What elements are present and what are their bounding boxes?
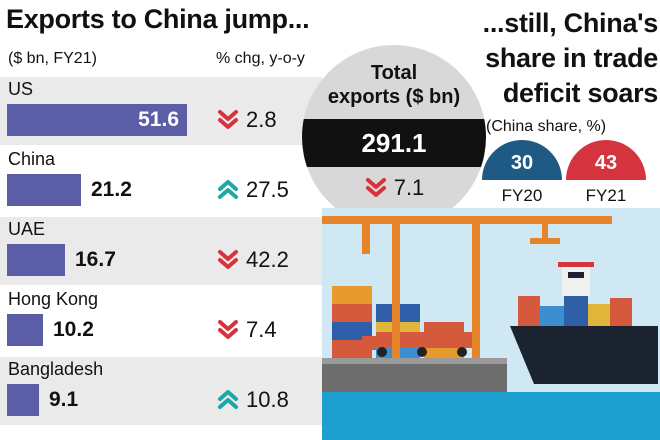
up-arrow-icon [218, 390, 238, 409]
bar [7, 174, 81, 206]
gantry-crane [322, 216, 612, 358]
left-subtitle: ($ bn, FY21) [8, 50, 97, 67]
category-label: UAE [8, 219, 46, 239]
change-value: 42.2 [246, 247, 289, 272]
total-exports-value: 291.1 [302, 119, 486, 167]
dock-edge [322, 358, 507, 364]
down-arrow-icon [365, 178, 386, 197]
bar-value-label: 51.6 [138, 108, 179, 131]
bar-value-label: 21.2 [91, 178, 132, 201]
change-subtitle: % chg, y-o-y [216, 50, 305, 67]
share-fy21-label: FY21 [585, 186, 627, 205]
change-value: 10.8 [246, 387, 289, 412]
total-label-line2: exports ($ bn) [327, 86, 461, 108]
share-fy21-semicircle: 43 [566, 140, 646, 180]
total-change-value: 7.1 [393, 175, 425, 200]
total-label-line1: Total [370, 62, 418, 84]
change-value: 27.5 [246, 177, 289, 202]
up-arrow-icon [218, 180, 238, 199]
category-label: Hong Kong [8, 289, 99, 309]
change-indicator: 10.8 [216, 384, 289, 416]
bar [7, 244, 65, 276]
bar-row: US 51.6 2.8 [0, 77, 322, 145]
sea [322, 392, 660, 440]
bar [7, 384, 39, 416]
bar-row: UAE 16.7 42.2 [0, 217, 322, 285]
change-value: 2.8 [246, 107, 277, 132]
ship [510, 262, 658, 384]
right-title-line1: ...still, China's [482, 8, 659, 38]
change-indicator: 2.8 [216, 104, 277, 136]
down-arrow-icon [218, 320, 238, 339]
bar-value-label: 16.7 [75, 248, 116, 271]
left-title: Exports to China jump... [6, 4, 310, 34]
bar-row: Bangladesh 9.1 10.8 [0, 357, 322, 425]
bar-value-label: 10.2 [53, 318, 94, 341]
bar [7, 104, 187, 136]
change-indicator: 27.5 [216, 174, 289, 206]
category-label: US [8, 79, 34, 99]
bar [7, 314, 43, 346]
bar-value-label: 9.1 [49, 388, 79, 411]
right-title: ...still, China's share in trade deficit… [478, 6, 659, 111]
right-title-line3: deficit soars [502, 78, 658, 108]
bar-row: China 21.2 27.5 [0, 147, 322, 215]
share-fy20-label: FY20 [501, 186, 543, 205]
right-title-line2: share in trade [485, 43, 658, 73]
down-arrow-icon [218, 250, 238, 269]
port-illustration [322, 208, 660, 440]
total-exports-change: 7.1 [302, 175, 486, 201]
change-indicator: 42.2 [216, 244, 289, 276]
share-fy20-semicircle: 30 [482, 140, 562, 180]
bar-row: Hong Kong 10.2 7.4 [0, 287, 322, 355]
category-label: Bangladesh [8, 359, 104, 379]
down-arrow-icon [218, 110, 238, 129]
total-exports-label: Total exports ($ bn) [302, 61, 486, 109]
change-value: 7.4 [246, 317, 277, 342]
change-indicator: 7.4 [216, 314, 277, 346]
category-label: China [8, 149, 56, 169]
right-subtitle: (China share, %) [486, 118, 607, 135]
total-exports-circle: Total exports ($ bn) 291.1 7.1 [302, 45, 486, 229]
